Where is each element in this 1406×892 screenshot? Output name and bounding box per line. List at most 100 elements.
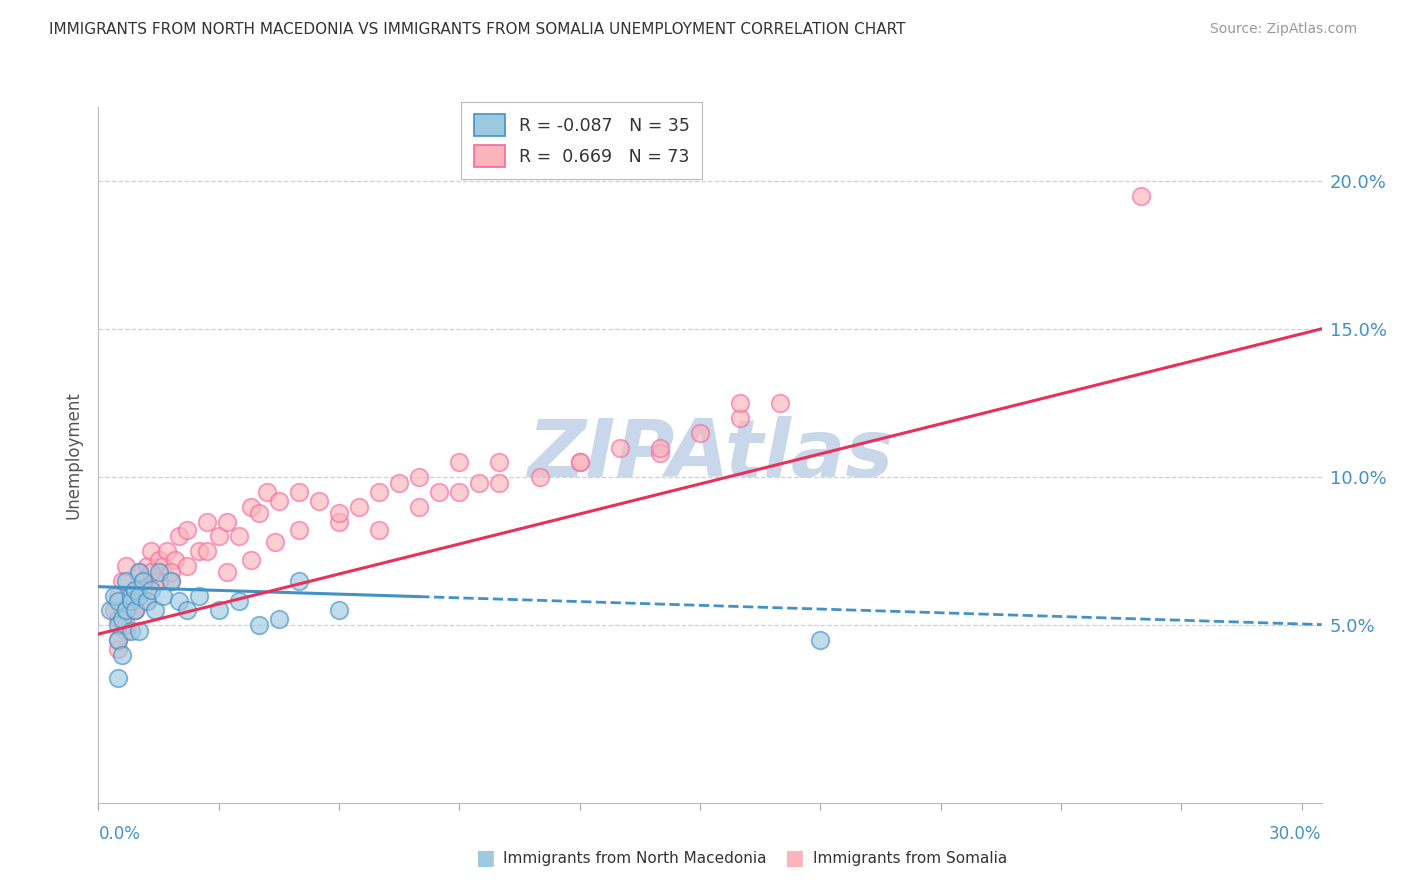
Y-axis label: Unemployment: Unemployment — [65, 391, 83, 519]
Point — [449, 455, 471, 469]
Point — [115, 574, 138, 588]
Point — [264, 535, 287, 549]
Point — [115, 558, 138, 573]
Point — [167, 529, 190, 543]
Point — [120, 594, 142, 608]
Point — [107, 612, 129, 626]
Point — [288, 574, 311, 588]
Point — [111, 574, 134, 588]
Point — [139, 582, 162, 597]
Point — [769, 396, 792, 410]
Point — [368, 484, 391, 499]
Point — [107, 632, 129, 647]
Point — [488, 455, 510, 469]
Point — [128, 565, 150, 579]
Text: ■: ■ — [475, 848, 495, 868]
Point — [115, 618, 138, 632]
Point — [103, 603, 125, 617]
Point — [328, 603, 350, 617]
Point — [328, 515, 350, 529]
Point — [152, 558, 174, 573]
Point — [131, 574, 153, 588]
Point — [228, 529, 250, 543]
Point — [124, 582, 146, 597]
Point — [124, 582, 146, 597]
Point — [167, 594, 190, 608]
Text: Source: ZipAtlas.com: Source: ZipAtlas.com — [1209, 22, 1357, 37]
Point — [176, 558, 198, 573]
Point — [239, 500, 262, 514]
Point — [195, 515, 218, 529]
Point — [568, 455, 591, 469]
Point — [143, 603, 166, 617]
Point — [159, 574, 181, 588]
Point — [529, 470, 551, 484]
Point — [427, 484, 450, 499]
Point — [148, 565, 170, 579]
Point — [128, 565, 150, 579]
Point — [155, 544, 177, 558]
Point — [187, 544, 209, 558]
Point — [215, 565, 238, 579]
Point — [256, 484, 278, 499]
Point — [247, 618, 270, 632]
Text: Immigrants from Somalia: Immigrants from Somalia — [813, 851, 1007, 865]
Point — [176, 603, 198, 617]
Point — [131, 574, 153, 588]
Point — [148, 553, 170, 567]
Point — [288, 484, 311, 499]
Point — [648, 441, 671, 455]
Point — [468, 476, 491, 491]
Point — [609, 441, 631, 455]
Point — [107, 641, 129, 656]
Point — [208, 529, 231, 543]
Point — [368, 524, 391, 538]
Point — [135, 594, 157, 608]
Point — [328, 506, 350, 520]
Point — [1130, 189, 1153, 203]
Point — [187, 589, 209, 603]
Point — [135, 558, 157, 573]
Point — [107, 632, 129, 647]
Point — [103, 589, 125, 603]
Point — [388, 476, 411, 491]
Point — [488, 476, 510, 491]
Point — [128, 624, 150, 638]
Point — [124, 603, 146, 617]
Point — [131, 582, 153, 597]
Point — [176, 524, 198, 538]
Point — [100, 603, 122, 617]
Point — [124, 603, 146, 617]
Legend: R = -0.087   N = 35, R =  0.669   N = 73: R = -0.087 N = 35, R = 0.669 N = 73 — [461, 102, 702, 179]
Point — [152, 589, 174, 603]
Point — [120, 624, 142, 638]
Text: 0.0%: 0.0% — [98, 825, 141, 843]
Point — [239, 553, 262, 567]
Point — [124, 603, 146, 617]
Point — [568, 455, 591, 469]
Text: ZIPAtlas: ZIPAtlas — [527, 416, 893, 494]
Point — [143, 574, 166, 588]
Point — [107, 589, 129, 603]
Point — [808, 632, 831, 647]
Text: Immigrants from North Macedonia: Immigrants from North Macedonia — [503, 851, 766, 865]
Point — [139, 565, 162, 579]
Point — [449, 484, 471, 499]
Text: IMMIGRANTS FROM NORTH MACEDONIA VS IMMIGRANTS FROM SOMALIA UNEMPLOYMENT CORRELAT: IMMIGRANTS FROM NORTH MACEDONIA VS IMMIG… — [49, 22, 905, 37]
Point — [111, 612, 134, 626]
Point — [115, 624, 138, 638]
Point — [288, 524, 311, 538]
Point — [120, 589, 142, 603]
Point — [107, 618, 129, 632]
Point — [247, 506, 270, 520]
Point — [347, 500, 370, 514]
Point — [195, 544, 218, 558]
Point — [728, 396, 751, 410]
Point — [267, 493, 290, 508]
Point — [648, 446, 671, 460]
Point — [215, 515, 238, 529]
Point — [107, 594, 129, 608]
Point — [139, 544, 162, 558]
Point — [124, 603, 146, 617]
Point — [115, 603, 138, 617]
